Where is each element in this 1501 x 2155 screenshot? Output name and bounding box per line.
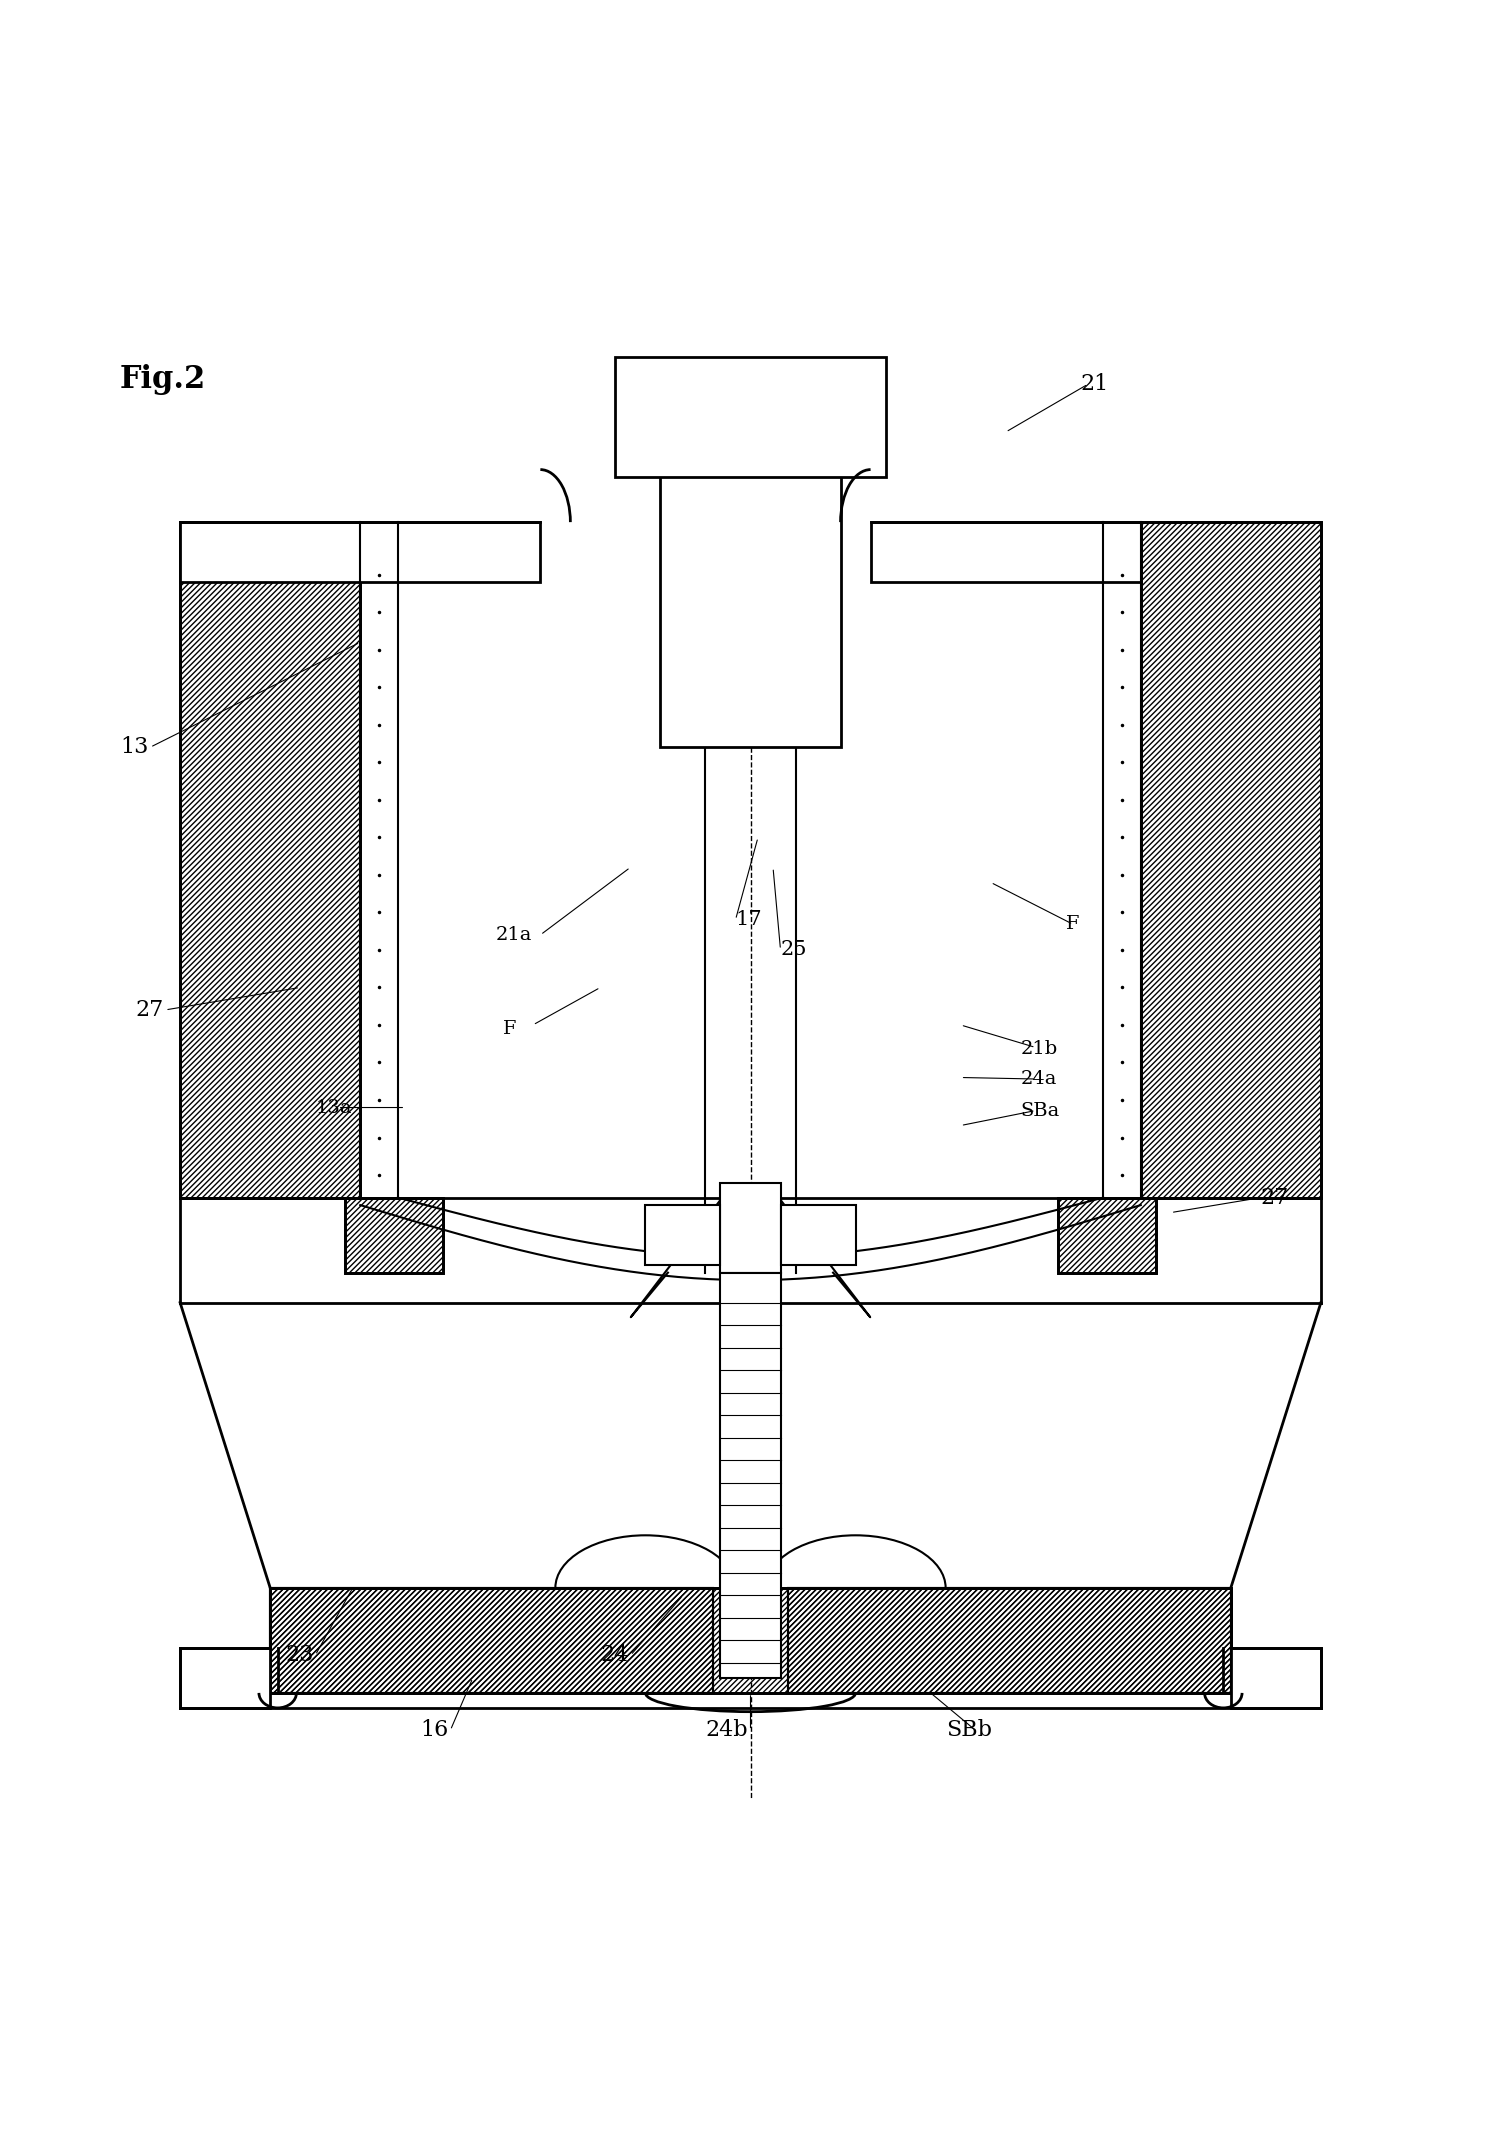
Text: F: F (1066, 916, 1079, 933)
Bar (720, 1274, 781, 1679)
Text: Fig.2: Fig.2 (120, 364, 206, 394)
Text: F: F (503, 1021, 516, 1039)
Text: SBa: SBa (1021, 1101, 1060, 1118)
Bar (720, 1183, 781, 1274)
Bar (871, 522, 1141, 582)
Text: 13a: 13a (315, 1099, 351, 1116)
Text: 17: 17 (735, 909, 763, 929)
Bar (345, 1198, 443, 1274)
Bar (180, 522, 360, 1198)
Bar (180, 1649, 270, 1709)
Bar (720, 1183, 781, 1274)
Bar (270, 1588, 713, 1694)
Bar (645, 1205, 720, 1265)
Bar (615, 358, 886, 476)
Bar (781, 1205, 856, 1265)
Bar (788, 1588, 1231, 1694)
Bar (1141, 522, 1321, 1198)
Bar (270, 1588, 713, 1694)
Text: 24: 24 (600, 1644, 629, 1666)
Bar (781, 1205, 856, 1265)
Text: 21: 21 (1081, 373, 1109, 394)
Text: 27: 27 (1261, 1187, 1289, 1209)
Text: 25: 25 (781, 940, 808, 959)
Text: 21a: 21a (495, 927, 531, 944)
Text: 24a: 24a (1021, 1071, 1057, 1088)
Bar (345, 1198, 443, 1274)
Text: 24b: 24b (705, 1720, 747, 1741)
Bar (660, 446, 841, 748)
Bar (1141, 522, 1321, 1198)
Bar (180, 522, 540, 582)
Text: 27: 27 (135, 1000, 164, 1021)
Text: 21b: 21b (1021, 1041, 1058, 1058)
Bar (1058, 1198, 1156, 1274)
Text: 16: 16 (420, 1720, 449, 1741)
Text: 13: 13 (120, 737, 149, 759)
Bar (645, 1205, 720, 1265)
Text: 23: 23 (285, 1644, 314, 1666)
Bar (270, 1588, 1231, 1694)
Bar (1058, 1198, 1156, 1274)
Bar (180, 522, 360, 1198)
Text: SBb: SBb (946, 1720, 992, 1741)
Bar (1231, 1649, 1321, 1709)
Bar (788, 1588, 1231, 1694)
Bar (270, 1588, 1231, 1694)
